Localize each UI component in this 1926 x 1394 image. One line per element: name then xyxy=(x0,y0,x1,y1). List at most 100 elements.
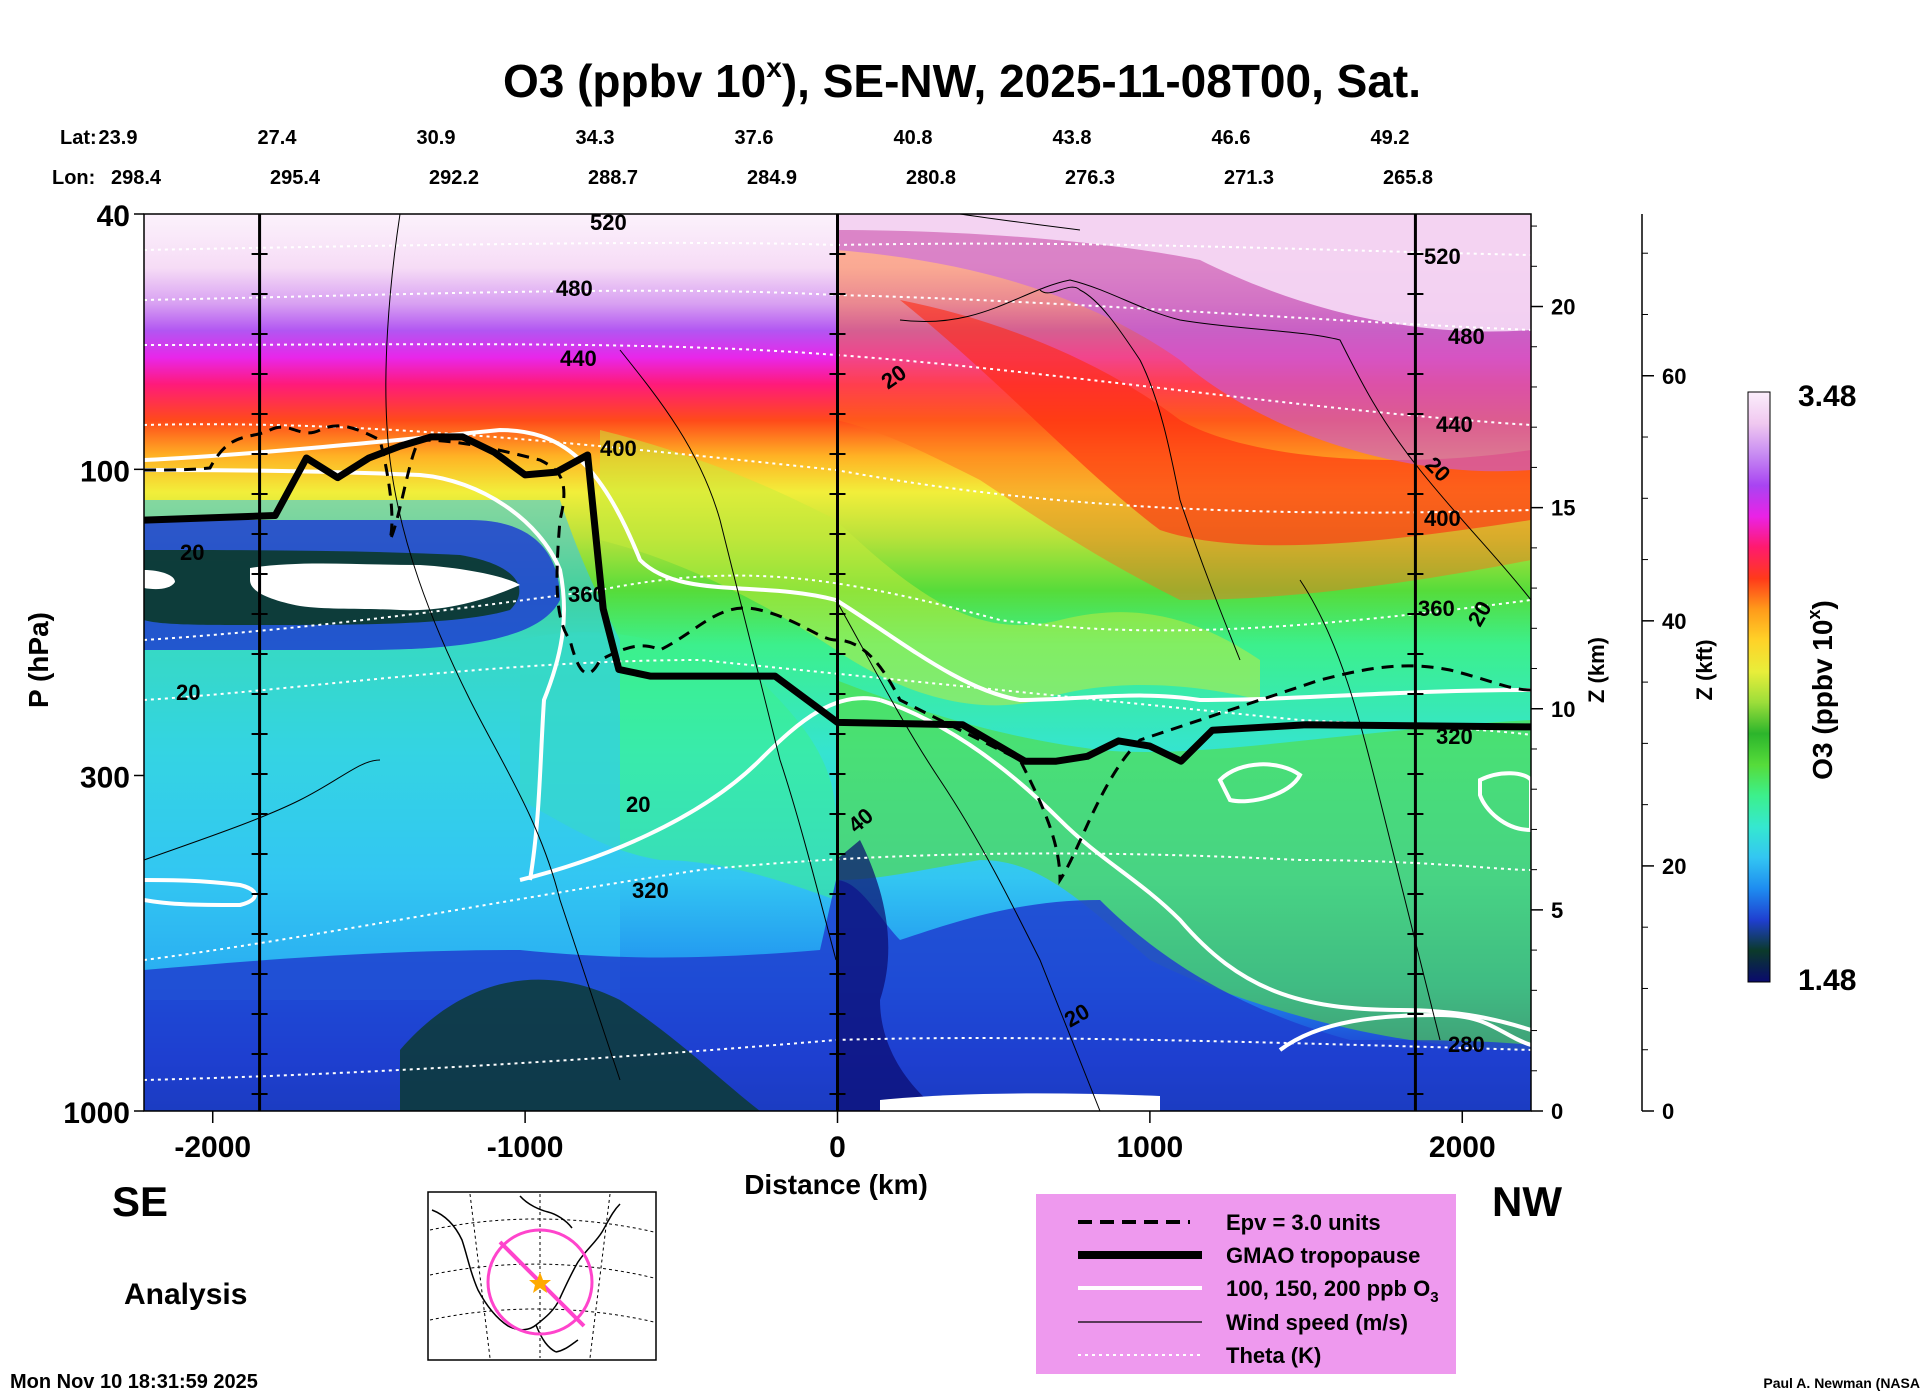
wind-4 xyxy=(1039,286,1241,661)
z-kft-tick-label: 20 xyxy=(1662,854,1686,879)
legend-label-theta: Theta (K) xyxy=(1226,1343,1321,1368)
theta-label-280: 280 xyxy=(1448,1032,1485,1057)
o3-contour-tropo xyxy=(144,427,1531,703)
z-kft-tick-label: 60 xyxy=(1662,364,1686,389)
timestamp: Mon Nov 10 18:31:59 2025 xyxy=(10,1371,258,1393)
field-low-navy xyxy=(836,840,940,1111)
lon-value: 276.3 xyxy=(1065,167,1115,189)
lon-value: 288.7 xyxy=(588,167,638,189)
map-domain-circle xyxy=(486,1228,594,1336)
z-km-label: Z (km) xyxy=(1584,637,1609,703)
theta-label-440-nw: 440 xyxy=(1436,412,1473,437)
y-axis-label: P (hPa) xyxy=(23,612,54,708)
nw-label: NW xyxy=(1492,1178,1562,1225)
lat-label: Lat: xyxy=(60,127,97,149)
theta-label-440: 440 xyxy=(560,346,597,371)
lon-label: Lon: xyxy=(52,167,95,189)
se-label: SE xyxy=(112,1178,168,1225)
p-tick-label: 1000 xyxy=(63,1097,130,1130)
credit: Paul A. Newman (NASA xyxy=(1763,1375,1920,1391)
z-kft-axis: 0 20 40 60 xyxy=(1641,214,1686,1124)
field-low-darkgreen xyxy=(400,979,760,1111)
o3-contour-island xyxy=(1217,762,1303,804)
z-kft-tick-label: 0 xyxy=(1662,1099,1674,1124)
theta-label-480: 480 xyxy=(556,276,593,301)
wind-label-20-c: 20 xyxy=(626,792,650,817)
lat-value: 43.8 xyxy=(1053,127,1092,149)
section-lines xyxy=(251,214,1424,1111)
wind-8 xyxy=(1299,579,1441,1041)
epv-contour xyxy=(144,424,1531,885)
lat-value: 27.4 xyxy=(258,127,298,149)
x-tick-label: 1000 xyxy=(1117,1131,1184,1164)
lon-value: 284.9 xyxy=(747,167,797,189)
field-nw-pale xyxy=(836,214,1531,332)
lat-value: 34.3 xyxy=(576,127,615,149)
x-axis-label: Distance (km) xyxy=(744,1169,928,1200)
theta-label-520: 520 xyxy=(590,210,627,235)
theta-label-320-nw: 320 xyxy=(1436,724,1473,749)
field-nw-red xyxy=(900,300,1531,546)
o3-contour-upper xyxy=(144,468,566,881)
wind-3 xyxy=(835,599,1101,1111)
field-yellow-tongue xyxy=(600,430,1260,706)
o3-contour-mid xyxy=(519,696,881,882)
lat-value: 23.9 xyxy=(99,127,138,149)
z-kft-tick-label: 40 xyxy=(1662,609,1686,634)
field-se-white-core xyxy=(250,563,520,611)
wind-label-20-a: 20 xyxy=(180,540,204,565)
lat-value: 46.6 xyxy=(1212,127,1251,149)
z-km-tick-label: 20 xyxy=(1551,295,1575,320)
theta-320 xyxy=(144,852,1531,961)
lat-value: 37.6 xyxy=(735,127,774,149)
wind-2 xyxy=(619,349,837,961)
map-frame xyxy=(427,1191,657,1361)
map-center-star xyxy=(529,1272,551,1293)
lat-row: 23.9 27.4 30.9 34.3 37.6 40.8 43.8 46.6 49.2 xyxy=(99,127,1410,149)
z-km-tick-label: 10 xyxy=(1551,697,1575,722)
theta-label-400: 400 xyxy=(600,436,637,461)
chart-title: O3 (ppbv 10x), SE-NW, 2025-11-08T00, Sat… xyxy=(503,52,1421,107)
lon-value: 292.2 xyxy=(429,167,479,189)
lon-row: 298.4 295.4 292.2 288.7 284.9 280.8 276.3 271.3… xyxy=(111,167,1433,189)
p-tick-label: 40 xyxy=(97,200,130,233)
theta-label-520-nw: 520 xyxy=(1424,244,1461,269)
field-bottom-white xyxy=(880,1093,1160,1111)
colorbar-max: 3.48 xyxy=(1798,380,1856,413)
theta-520 xyxy=(144,241,1531,256)
z-km-tick-label: 5 xyxy=(1551,898,1563,923)
lon-value: 265.8 xyxy=(1383,167,1433,189)
legend: Epv = 3.0 units GMAO tropopause 100, 150… xyxy=(1036,1194,1456,1374)
legend-label-ozone: 100, 150, 200 ppb O3 xyxy=(1226,1276,1439,1306)
theta-label-360-nw: 360 xyxy=(1418,596,1455,621)
wind-7 xyxy=(959,214,1081,231)
analysis-label: Analysis xyxy=(124,1278,247,1311)
colorbar-label: O3 (ppbv 10x) xyxy=(1804,600,1838,780)
legend-label-epv: Epv = 3.0 units xyxy=(1226,1210,1381,1235)
map-coastline xyxy=(431,1195,621,1353)
wind-1 xyxy=(385,214,621,1081)
location-map xyxy=(427,1191,657,1361)
lon-value: 280.8 xyxy=(906,167,956,189)
z-kft-label: Z (kft) xyxy=(1692,639,1717,700)
x-axis: -2000 -1000 0 1000 2000 xyxy=(174,1111,1496,1164)
colorbar-min: 1.48 xyxy=(1798,964,1856,997)
z-km-axis: 0 5 10 15 20 xyxy=(1531,225,1575,1124)
theta-label-360: 360 xyxy=(568,582,605,607)
wind-contours xyxy=(144,214,1531,1111)
theta-label-480-nw: 480 xyxy=(1448,324,1485,349)
field-se-white-left xyxy=(144,570,175,590)
lon-value: 298.4 xyxy=(111,167,162,189)
wind-6 xyxy=(144,759,381,861)
gmao-tropopause xyxy=(144,433,1531,765)
z-km-tick-label: 0 xyxy=(1551,1099,1563,1124)
colorbar xyxy=(1747,391,1771,983)
z-km-tick-label: 15 xyxy=(1551,496,1575,521)
wind-label-20-b: 20 xyxy=(176,680,200,705)
theta-440 xyxy=(144,343,1531,426)
x-tick-label: -2000 xyxy=(174,1131,251,1164)
lat-value: 30.9 xyxy=(417,127,456,149)
p-tick-label: 300 xyxy=(80,761,130,794)
theta-label-400-nw: 400 xyxy=(1424,506,1461,531)
